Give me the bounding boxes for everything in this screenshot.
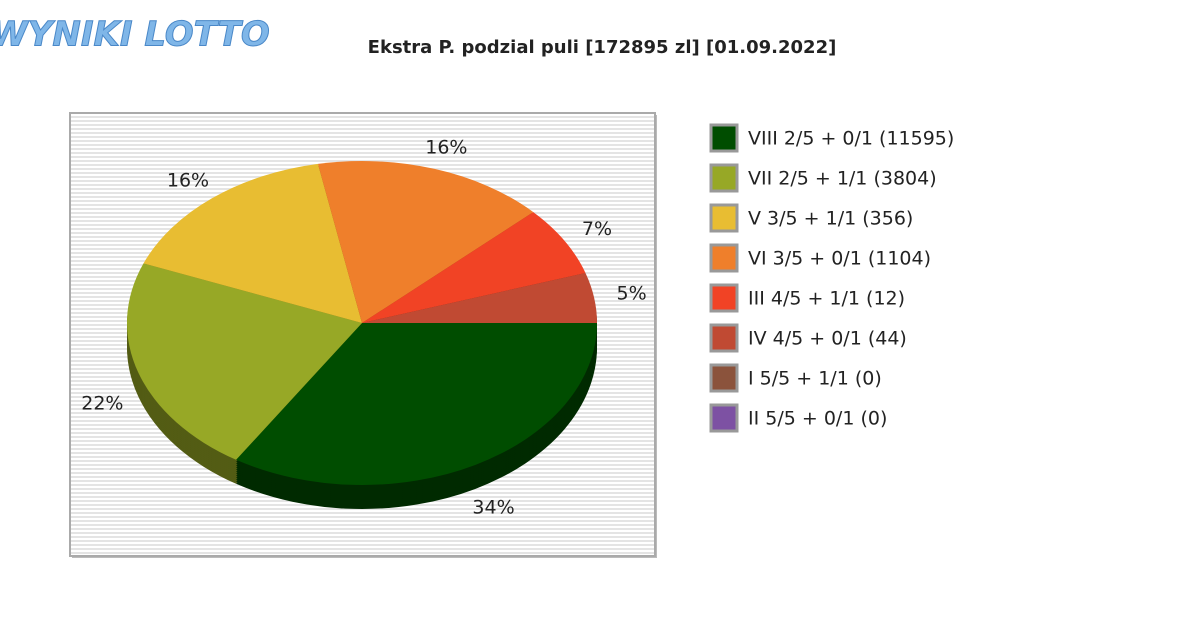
legend-swatch (709, 203, 739, 233)
data-label: 22% (81, 392, 123, 414)
legend-swatch (709, 123, 739, 153)
data-label: 7% (582, 218, 612, 240)
data-label: 16% (425, 137, 467, 159)
pie-slice (362, 212, 586, 323)
chart-title: Ekstra P. podzial puli [172895 zl] [01.0… (368, 37, 837, 58)
logo: WYNIKI LOTTO (0, 15, 270, 55)
legend-swatch (709, 163, 739, 193)
data-label: 34% (472, 497, 514, 519)
legend-swatch (709, 363, 739, 393)
pie-slice (236, 323, 598, 485)
legend-swatch (709, 283, 739, 313)
pie-slice (143, 163, 362, 323)
data-label: 16% (167, 170, 209, 192)
legend-label: V 3/5 + 1/1 (356) (748, 208, 913, 230)
legend-swatch (709, 243, 739, 273)
pie-slice (317, 160, 534, 323)
legend-label: II 5/5 + 0/1 (0) (748, 408, 887, 430)
legend-swatch (709, 403, 739, 433)
legend-label: IV 4/5 + 0/1 (44) (748, 328, 907, 350)
legend-swatch (709, 323, 739, 353)
legend-label: VI 3/5 + 0/1 (1104) (748, 248, 931, 270)
pie-slice (362, 272, 597, 323)
pie-slice (126, 263, 362, 460)
data-label: 5% (617, 283, 647, 305)
legend-label: III 4/5 + 1/1 (12) (748, 288, 905, 310)
legend-label: VII 2/5 + 1/1 (3804) (748, 168, 937, 190)
legend-label: VIII 2/5 + 0/1 (11595) (748, 128, 954, 150)
legend-label: I 5/5 + 1/1 (0) (748, 368, 882, 390)
